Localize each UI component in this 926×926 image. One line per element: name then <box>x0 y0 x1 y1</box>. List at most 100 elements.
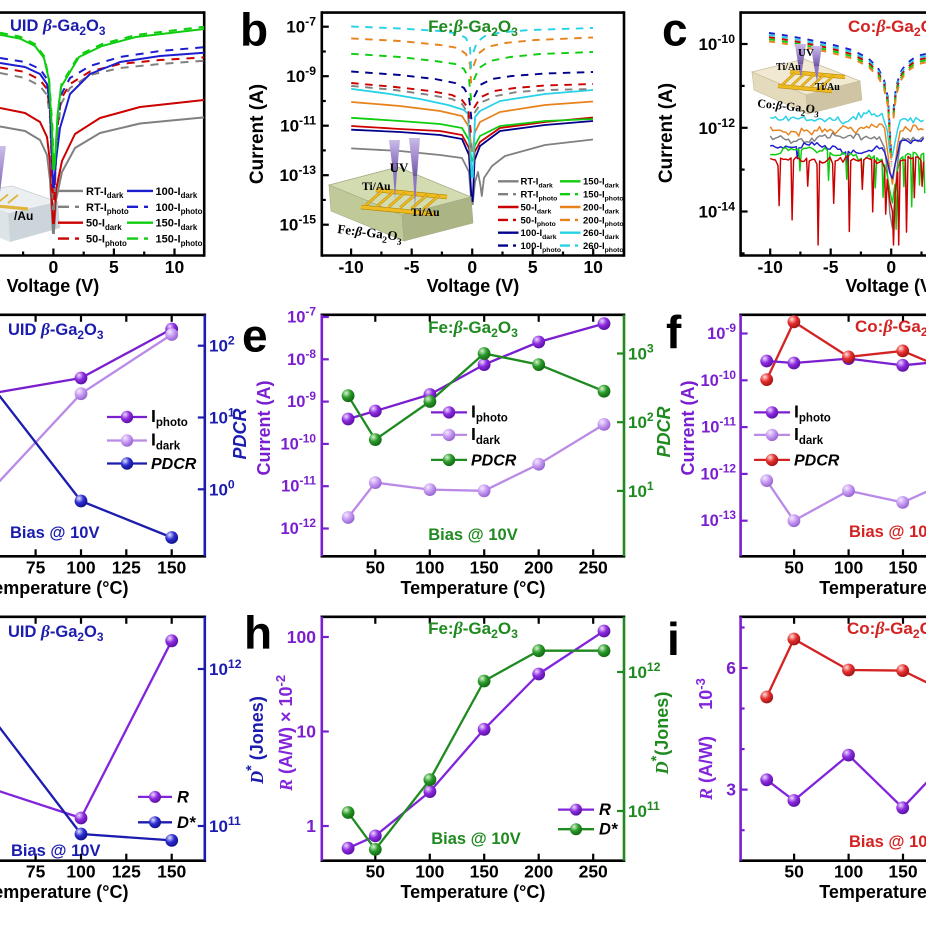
svg-text:101: 101 <box>628 479 654 501</box>
svg-text:150: 150 <box>888 558 917 578</box>
svg-text:100-Idark: 100-Idark <box>521 228 557 241</box>
svg-text:UV: UV <box>390 160 409 175</box>
svg-text:Co:β-Ga2O3: Co:β-Ga2O3 <box>855 316 926 339</box>
svg-text:PDCR: PDCR <box>654 406 674 457</box>
svg-text:PDCR: PDCR <box>794 452 840 469</box>
svg-text:Iphoto: Iphoto <box>471 401 508 424</box>
svg-text:10-10: 10-10 <box>280 431 316 453</box>
svg-text:0: 0 <box>886 257 896 277</box>
svg-text:10-7: 10-7 <box>287 305 316 327</box>
svg-text:150-Iphoto: 150-Iphoto <box>156 234 203 248</box>
svg-text:PDCR: PDCR <box>471 452 517 469</box>
svg-text:10-11: 10-11 <box>701 415 736 437</box>
svg-text:200-Iphoto: 200-Iphoto <box>583 215 624 228</box>
svg-text:10-13: 10-13 <box>279 163 316 185</box>
svg-text:1011: 1011 <box>209 814 241 836</box>
svg-text:10-9: 10-9 <box>707 321 736 343</box>
svg-text:1: 1 <box>306 816 316 836</box>
svg-text:RT-Idark: RT-Idark <box>521 177 554 190</box>
svg-text:10-15: 10-15 <box>279 213 316 235</box>
svg-text:-5: -5 <box>823 257 839 277</box>
svg-text:150: 150 <box>157 862 186 882</box>
svg-text:10-11: 10-11 <box>280 114 316 136</box>
svg-text:10: 10 <box>165 257 185 277</box>
svg-text:260-Idark: 260-Idark <box>583 228 619 241</box>
svg-text:6: 6 <box>726 658 736 678</box>
svg-text:h: h <box>244 607 272 659</box>
svg-text:Current (A): Current (A) <box>254 381 274 476</box>
svg-text:Co:β-Ga2O3: Co:β-Ga2O3 <box>756 96 820 119</box>
svg-text:250: 250 <box>579 862 608 882</box>
svg-text:Temperature (°C): Temperature (°C) <box>819 882 926 902</box>
svg-text:150-Iphoto: 150-Iphoto <box>583 190 624 203</box>
svg-text:Ti/Au: Ti/Au <box>815 82 840 93</box>
svg-text:1011: 1011 <box>628 799 660 821</box>
svg-text:10-8: 10-8 <box>287 347 316 369</box>
svg-text:Bias @ 10V: Bias @ 10V <box>11 842 100 860</box>
svg-text:Ti/Au: Ti/Au <box>776 62 801 73</box>
svg-text:50: 50 <box>784 862 804 882</box>
svg-text:c: c <box>662 4 688 56</box>
svg-text:3: 3 <box>726 780 736 800</box>
svg-text:260-Iphoto: 260-Iphoto <box>583 241 624 254</box>
svg-text:Bias @ 10V: Bias @ 10V <box>431 830 520 848</box>
svg-text:5: 5 <box>528 257 538 277</box>
svg-text:150: 150 <box>888 862 917 882</box>
svg-text:100: 100 <box>834 558 863 578</box>
svg-text:101: 101 <box>209 406 235 428</box>
svg-text:150: 150 <box>157 558 186 578</box>
svg-text:Current (A): Current (A) <box>656 83 677 183</box>
svg-text:10-7: 10-7 <box>286 15 316 37</box>
svg-text:D*(Jones): D*(Jones) <box>649 692 672 776</box>
svg-text:R: R <box>177 788 189 806</box>
svg-text:10-12: 10-12 <box>700 461 736 483</box>
svg-text:Co:β-Ga2O3: Co:β-Ga2O3 <box>847 618 926 641</box>
svg-text:-10: -10 <box>338 257 364 277</box>
svg-text:Bias @ 10V: Bias @ 10V <box>428 526 517 544</box>
svg-text:Temperature (°C): Temperature (°C) <box>0 882 128 902</box>
svg-text:Ti/Au: Ti/Au <box>411 207 440 219</box>
svg-text:R: R <box>599 801 611 819</box>
svg-text:150-Idark: 150-Idark <box>156 218 198 232</box>
svg-text:10-9: 10-9 <box>287 389 316 411</box>
svg-text:200-Idark: 200-Idark <box>583 202 619 215</box>
svg-text:200: 200 <box>524 558 553 578</box>
svg-text:10-3: 10-3 <box>693 678 716 710</box>
svg-text:10: 10 <box>583 257 603 277</box>
svg-text:100-Iphoto: 100-Iphoto <box>521 241 562 254</box>
svg-text:RT-Iphoto: RT-Iphoto <box>521 190 558 203</box>
svg-text:D*: D* <box>599 821 619 839</box>
svg-text:RT-Iphoto: RT-Iphoto <box>86 202 129 216</box>
svg-text:Idark: Idark <box>471 424 501 447</box>
svg-text:125: 125 <box>112 558 141 578</box>
svg-text:i: i <box>667 613 680 665</box>
svg-text:50: 50 <box>366 558 386 578</box>
svg-text:0: 0 <box>467 257 477 277</box>
svg-text:Temperature (°C): Temperature (°C) <box>0 578 128 598</box>
svg-text:10-13: 10-13 <box>700 508 736 530</box>
svg-text:125: 125 <box>112 862 141 882</box>
svg-text:250: 250 <box>579 558 608 578</box>
svg-text:100: 100 <box>415 862 444 882</box>
svg-text:Idark: Idark <box>794 424 824 447</box>
svg-text:Fe:β-Ga2O3: Fe:β-Ga2O3 <box>428 618 518 641</box>
svg-text:50: 50 <box>784 558 804 578</box>
svg-text:10: 10 <box>297 722 317 742</box>
svg-text:10-12: 10-12 <box>698 116 735 138</box>
svg-text:100-Iphoto: 100-Iphoto <box>156 202 203 216</box>
svg-text:Co:β-Ga2O3: Co:β-Ga2O3 <box>848 16 926 39</box>
svg-text:100-Idark: 100-Idark <box>156 186 198 200</box>
svg-text:PDCR: PDCR <box>230 408 250 459</box>
svg-text:Voltage (V): Voltage (V) <box>427 276 520 296</box>
svg-text:50-Iphoto: 50-Iphoto <box>521 215 556 228</box>
svg-text:150: 150 <box>470 558 499 578</box>
svg-text:10-9: 10-9 <box>286 64 316 86</box>
svg-text:Temperature (°C): Temperature (°C) <box>400 578 545 598</box>
svg-text:75: 75 <box>26 862 46 882</box>
svg-text:Fe:β-Ga2O3: Fe:β-Ga2O3 <box>336 221 403 248</box>
svg-text:1012: 1012 <box>628 660 661 682</box>
svg-text:b: b <box>240 4 268 56</box>
svg-text:100: 100 <box>287 627 316 647</box>
svg-text:150-Idark: 150-Idark <box>583 177 619 190</box>
svg-text:D* (Jones): D* (Jones) <box>244 696 267 785</box>
